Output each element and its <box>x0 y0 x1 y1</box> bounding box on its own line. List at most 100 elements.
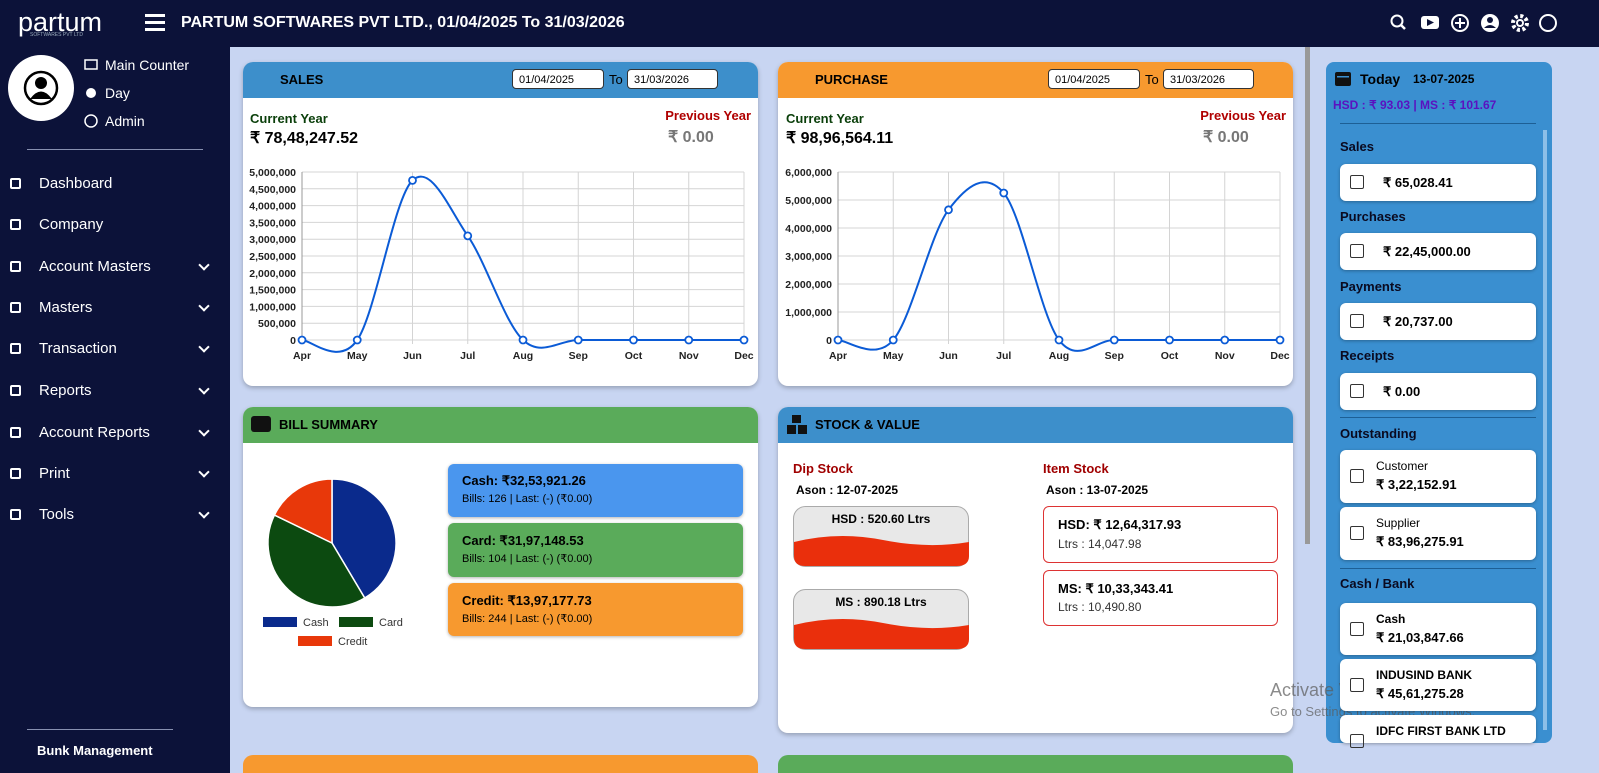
panel-section: Payments <box>1340 279 1402 294</box>
panel-name: Supplier <box>1376 516 1421 530</box>
panel-value: ₹ 21,03,847.66 <box>1376 630 1464 645</box>
card-title: BILL SUMMARY <box>279 417 378 432</box>
card-title: PURCHASE <box>815 72 888 87</box>
previous-value: ₹ 0.00 <box>668 129 714 146</box>
item-title: Item Stock <box>1043 461 1109 476</box>
top-bar <box>0 0 1599 47</box>
menu-item: Tools <box>39 506 75 523</box>
to-label: To <box>609 72 623 87</box>
sidebar-divider <box>27 729 173 730</box>
menu-icon <box>10 385 21 396</box>
current-value: ₹ 98,96,564.11 <box>786 130 894 147</box>
user-icons <box>84 59 98 128</box>
panel-box <box>1340 715 1536 743</box>
card-header <box>778 407 1293 443</box>
toolbar-icons[interactable] <box>1388 12 1560 36</box>
calendar-icon <box>1335 72 1351 86</box>
menu-icon <box>10 178 21 189</box>
menu-icon <box>10 302 21 313</box>
panel-value: ₹ 20,737.00 <box>1383 314 1453 329</box>
previous-value: ₹ 0.00 <box>1203 129 1249 146</box>
menu-icon <box>10 468 21 479</box>
avatar <box>8 55 74 121</box>
menu-icon <box>10 219 21 230</box>
menu-item: Transaction <box>39 340 117 357</box>
bill-amount: Cash: ₹32,53,921.26 <box>462 473 586 488</box>
card-title: STOCK & VALUE <box>815 417 920 432</box>
header-title: PARTUM SOFTWARES PVT LTD., 01/04/2025 To… <box>181 14 625 31</box>
panel-name: IDFC FIRST BANK LTD <box>1376 724 1506 738</box>
to-label: To <box>1145 72 1159 87</box>
panel-value: ₹ 0.00 <box>1383 384 1421 399</box>
menu-icon <box>10 427 21 438</box>
panel-name: INDUSIND BANK <box>1376 668 1472 682</box>
user-shift: Day <box>105 85 130 101</box>
panel-divider <box>1340 417 1536 418</box>
date-from[interactable]: 01/04/2025 <box>1048 69 1140 89</box>
card-peek <box>243 755 758 773</box>
bill-amount: Card: ₹31,97,148.53 <box>462 533 584 548</box>
today-date: 13-07-2025 <box>1413 72 1475 86</box>
panel-divider <box>1340 123 1536 124</box>
item-asof: Ason : 13-07-2025 <box>1046 483 1149 497</box>
menu-item: Print <box>39 465 70 482</box>
menu-icon <box>10 509 21 520</box>
panel-value: ₹ 65,028.41 <box>1383 175 1453 190</box>
tank-label: HSD : 520.60 Ltrs <box>831 512 931 526</box>
panel-section: Sales <box>1340 139 1374 154</box>
previous-label: Previous Year <box>665 108 751 123</box>
panel-box <box>1340 450 1536 503</box>
menu-item: Reports <box>39 382 92 399</box>
sidebar <box>0 47 230 773</box>
card-title: SALES <box>280 72 324 87</box>
panel-box <box>1340 507 1536 560</box>
panel-value: ₹ 45,61,275.28 <box>1376 686 1464 701</box>
menu-item: Dashboard <box>39 175 113 192</box>
panel-box <box>1340 303 1536 340</box>
panel-icon <box>1350 622 1364 636</box>
panel-section: Purchases <box>1340 209 1406 224</box>
panel-icon <box>1350 734 1364 748</box>
bill-card <box>448 464 743 517</box>
panel-name: Customer <box>1376 459 1429 473</box>
card-header <box>243 407 758 443</box>
sidebar-divider <box>27 149 203 150</box>
panel-icon <box>1350 678 1364 692</box>
panel-value: ₹ 22,45,000.00 <box>1383 244 1471 259</box>
menu-item: Company <box>39 216 104 233</box>
panel-scrollbar[interactable] <box>1543 130 1547 730</box>
panel-box <box>1340 659 1536 711</box>
current-value: ₹ 78,48,247.52 <box>250 130 359 147</box>
bill-detail: Bills: 244 | Last: (-) (₹0.00) <box>462 613 593 625</box>
panel-box <box>1340 603 1536 655</box>
scrollbar[interactable] <box>1305 47 1310 544</box>
bill-card <box>448 583 743 636</box>
item-qty: Ltrs : 14,047.98 <box>1058 537 1142 551</box>
bill-card <box>448 523 743 577</box>
user-name: Admin <box>105 113 145 129</box>
panel-icon <box>1350 469 1364 483</box>
date-from[interactable]: 01/04/2025 <box>512 69 604 89</box>
menu-icon <box>10 261 21 272</box>
date-to[interactable]: 31/03/2026 <box>1163 69 1254 89</box>
panel-box <box>1340 233 1536 270</box>
panel-section: Cash / Bank <box>1340 576 1415 591</box>
item-box <box>1043 570 1278 626</box>
panel-icon <box>1350 175 1364 189</box>
panel-value: ₹ 83,96,275.91 <box>1376 534 1464 549</box>
item-value: MS: ₹ 10,33,343.41 <box>1058 581 1174 596</box>
panel-icon <box>1350 384 1364 398</box>
panel-icon <box>1350 314 1364 328</box>
bill-detail: Bills: 126 | Last: (-) (₹0.00) <box>462 493 593 505</box>
today-label: Today <box>1360 71 1401 87</box>
menu-item: Masters <box>39 299 93 316</box>
panel-value: ₹ 3,22,152.91 <box>1376 477 1457 492</box>
user-counter: Main Counter <box>105 57 190 73</box>
menu-toggle[interactable] <box>145 13 167 33</box>
date-to[interactable]: 31/03/2026 <box>627 69 718 89</box>
previous-label: Previous Year <box>1200 108 1286 123</box>
dip-title: Dip Stock <box>793 461 853 476</box>
panel-icon <box>1350 244 1364 258</box>
menu-item: Account Reports <box>39 424 150 441</box>
